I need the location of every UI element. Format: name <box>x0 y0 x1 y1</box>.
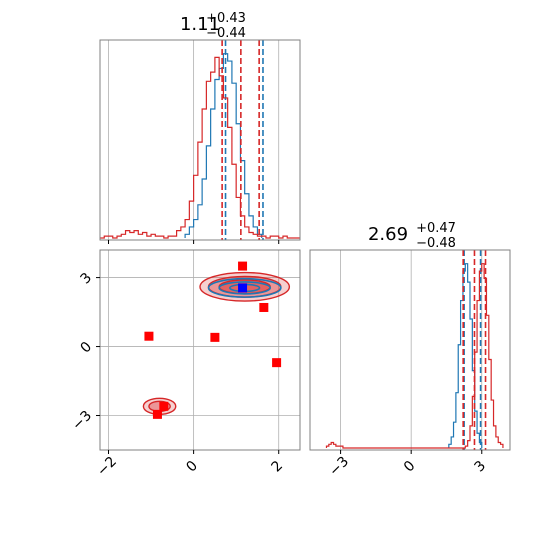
histogram-series-red <box>100 56 300 239</box>
panel-2-grid <box>100 250 300 450</box>
red-square-marker <box>159 401 169 411</box>
panel-3-tick-label: 0 <box>401 458 419 476</box>
red-square-marker <box>259 302 269 312</box>
red-square-marker <box>238 261 248 271</box>
histogram-series-red <box>325 263 504 449</box>
panel-1-title-lower: −0.44 <box>206 26 246 41</box>
panel-3-tick-label: 3 <box>472 458 490 476</box>
contour-level-blue <box>218 281 272 295</box>
panel-2-tick-label: 3 <box>78 270 96 288</box>
panel-3-tick-label: −3 <box>326 454 352 480</box>
panel-2-tick-label: 0 <box>183 458 201 476</box>
histogram-panel-param-2: −3 0 3 2.69 +0.47 −0.48 <box>309 221 511 480</box>
red-square-marker <box>152 409 162 419</box>
panel-2-x-ticks: −2 0 2 <box>94 450 286 480</box>
panel-3-frame <box>309 249 511 451</box>
histogram-panel-param-1: 1.11 +0.43 −0.44 <box>99 11 301 244</box>
panel-3-title-lower: −0.48 <box>416 236 456 251</box>
panel-3-title-value: 2.69 <box>368 224 408 245</box>
blue-square-marker <box>238 283 248 293</box>
panel-1-x-ticks <box>108 240 280 244</box>
scatter-panel-param-1-vs-2: −2 0 2 −3 0 3 <box>69 249 301 480</box>
panel-1-title-upper: +0.43 <box>206 11 246 26</box>
panel-2-tick-label: −3 <box>69 408 95 434</box>
panel-2-tick-label: −2 <box>94 454 120 480</box>
panel-2-tick-label: 0 <box>78 339 96 357</box>
red-square-marker <box>144 331 154 341</box>
red-square-marker <box>210 332 220 342</box>
panel-1-title-value: 1.11 <box>180 14 220 35</box>
histogram-series-blue <box>184 53 263 238</box>
panel-3-title-upper: +0.47 <box>416 221 456 236</box>
contour-level-blue <box>207 277 282 298</box>
red-square-marker <box>272 358 282 368</box>
panel-1-title: 1.11 <box>180 14 220 35</box>
panel-2-y-ticks: −3 0 3 <box>69 270 100 434</box>
panel-2-tick-label: 2 <box>268 458 286 476</box>
panel-2-frame <box>99 249 301 451</box>
histogram-series-blue <box>448 263 483 448</box>
panel-3-title: 2.69 <box>368 224 408 245</box>
panel-1-grid <box>108 40 280 240</box>
panel-3-x-ticks: −3 0 3 <box>326 450 489 480</box>
panel-1-frame <box>99 39 301 241</box>
panel-3-grid <box>340 250 483 450</box>
